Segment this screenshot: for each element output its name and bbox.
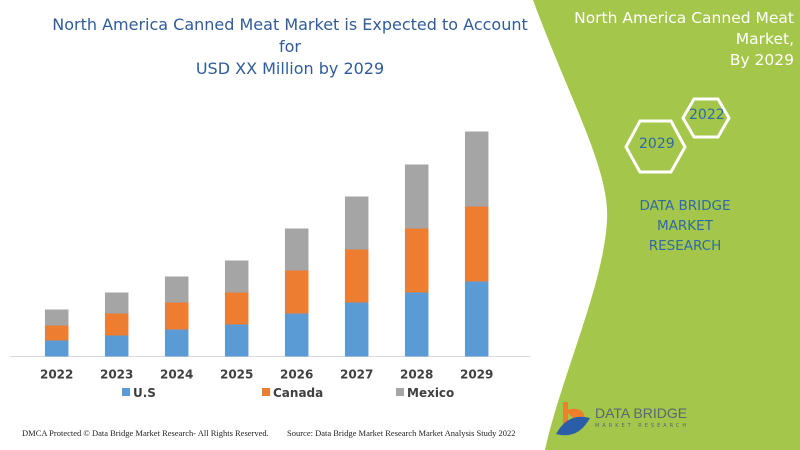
side-panel-title: North America Canned Meat Market, By 202… <box>534 8 794 71</box>
hex-label-2029: 2029 <box>639 136 675 152</box>
x-tick-label: 2022 <box>40 368 73 382</box>
bar-mexico-2022 <box>44 309 69 326</box>
title-line-1: North America Canned Meat Market is Expe… <box>52 15 528 56</box>
brand-text: DATA BRIDGE MARKET RESEARCH <box>610 196 760 256</box>
bar-canada-2024 <box>164 302 189 330</box>
legend-label: Mexico <box>407 386 454 400</box>
legend-swatch <box>262 388 270 396</box>
bar-us-2025 <box>224 324 249 357</box>
legend-swatch <box>396 388 404 396</box>
page-title: North America Canned Meat Market is Expe… <box>40 14 540 80</box>
bar-us-2029 <box>464 281 489 357</box>
bar-canada-2023 <box>104 313 129 336</box>
bar-us-2023 <box>104 335 129 357</box>
bar-canada-2026 <box>284 270 309 314</box>
x-tick-label: 2026 <box>280 368 313 382</box>
stacked-bar-chart: 2022 2023 2024 2025 2026 2027 2028 2029 U.S Canad… <box>10 131 530 400</box>
bar-us-2022 <box>44 340 69 357</box>
bar-canada-2022 <box>44 325 69 341</box>
bar-us-2024 <box>164 329 189 357</box>
bar-canada-2027 <box>344 249 369 303</box>
footer-source: Source: Data Bridge Market Research Mark… <box>287 428 516 438</box>
hexagon-2022 <box>681 97 731 139</box>
bar-canada-2029 <box>464 206 489 282</box>
brand-line-2: RESEARCH <box>648 238 722 254</box>
x-tick-label: 2024 <box>160 368 193 382</box>
side-title-line-1: North America Canned Meat Market, <box>574 9 794 48</box>
bar-mexico-2023 <box>104 292 129 314</box>
bar-us-2026 <box>284 313 309 357</box>
x-tick-label: 2028 <box>400 368 433 382</box>
green-panel <box>533 0 800 450</box>
bar-mexico-2025 <box>224 260 249 293</box>
logo-subtitle: MARKET RESEARCH <box>595 423 690 429</box>
hexagon-2029 <box>624 119 687 174</box>
hex-label-2022: 2022 <box>689 107 725 123</box>
bar-mexico-2028 <box>404 164 429 229</box>
bar-mexico-2027 <box>344 196 369 250</box>
bar-canada-2028 <box>404 228 429 293</box>
x-tick-label: 2027 <box>340 368 373 382</box>
bar-canada-2025 <box>224 292 249 325</box>
bar-mexico-2024 <box>164 276 189 303</box>
legend-label: U.S <box>133 386 156 400</box>
legend-swatch <box>122 388 130 396</box>
legend-label: Canada <box>273 386 323 400</box>
title-line-2: USD XX Million by 2029 <box>195 59 385 78</box>
logo-name: DATA BRIDGE <box>595 405 688 421</box>
brand-line-1: DATA BRIDGE MARKET <box>639 198 731 234</box>
x-tick-label: 2023 <box>100 368 133 382</box>
x-tick-label: 2025 <box>220 368 253 382</box>
side-title-line-2: By 2029 <box>729 51 794 69</box>
logo-icon <box>556 402 590 436</box>
bar-us-2028 <box>404 292 429 357</box>
footer-copyright: DMCA Protected © Data Bridge Market Rese… <box>22 428 269 438</box>
x-tick-label: 2029 <box>460 368 493 382</box>
bar-mexico-2026 <box>284 228 309 271</box>
bar-mexico-2029 <box>464 131 489 207</box>
bar-us-2027 <box>344 302 369 357</box>
